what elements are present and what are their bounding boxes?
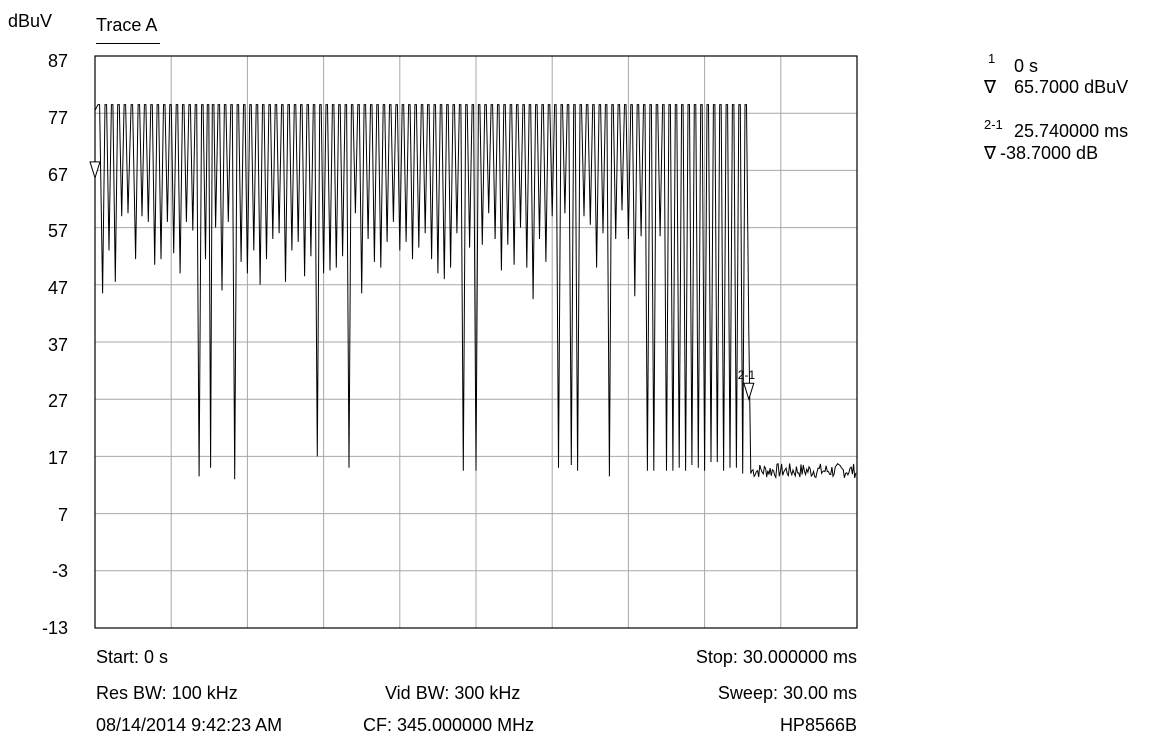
trace-title: Trace A bbox=[96, 15, 158, 35]
y-unit-label: dBuV bbox=[8, 11, 53, 31]
marker-2-time: 25.740000 ms bbox=[1014, 121, 1129, 141]
plot-frame bbox=[94, 55, 858, 629]
trace-title-underline bbox=[96, 43, 160, 44]
y-tick-label: 47 bbox=[47, 278, 68, 298]
y-tick-label: 7 bbox=[57, 505, 68, 525]
center-frequency-label: CF: 345.000000 MHz bbox=[363, 715, 535, 735]
y-tick-label: -3 bbox=[51, 561, 68, 581]
start-label: Start: 0 s bbox=[96, 647, 169, 667]
marker-2-label: 2-1 bbox=[984, 117, 1003, 132]
instrument-label: HP8566B bbox=[779, 715, 857, 735]
marker-2-1-icon bbox=[743, 382, 755, 401]
y-tick-label: 77 bbox=[47, 108, 68, 128]
y-tick-label: 87 bbox=[47, 51, 68, 71]
marker-2-level: -38.7000 dB bbox=[1000, 143, 1099, 163]
marker-2-symbol-icon: ∇ bbox=[984, 143, 997, 163]
marker-1-icon bbox=[89, 161, 101, 180]
plot-grid bbox=[95, 56, 857, 628]
res-bw-label: Res BW: 100 kHz bbox=[96, 683, 238, 703]
marker-2-1-plot-label: 2-1 bbox=[738, 368, 756, 382]
vid-bw-label: Vid BW: 300 kHz bbox=[385, 683, 521, 703]
y-tick-label: -13 bbox=[41, 618, 68, 638]
marker-1-level: 65.7000 dBuV bbox=[1014, 77, 1129, 97]
trace-a bbox=[94, 104, 857, 480]
y-tick-label: 27 bbox=[47, 391, 68, 411]
marker-1-label: 1 bbox=[988, 51, 996, 66]
stop-label: Stop: 30.000000 ms bbox=[695, 647, 857, 667]
y-tick-label: 17 bbox=[47, 448, 68, 468]
marker-1-symbol-icon: ∇ bbox=[984, 77, 997, 97]
sweep-label: Sweep: 30.00 ms bbox=[717, 683, 857, 703]
marker-1-time: 0 s bbox=[1014, 56, 1039, 76]
trace-a-line bbox=[94, 104, 857, 480]
markers: 2-1 bbox=[89, 161, 756, 401]
y-tick-label: 37 bbox=[47, 335, 68, 355]
y-tick-label: 57 bbox=[47, 221, 68, 241]
datetime-label: 08/14/2014 9:42:23 AM bbox=[96, 715, 283, 735]
y-tick-label: 67 bbox=[47, 165, 68, 185]
